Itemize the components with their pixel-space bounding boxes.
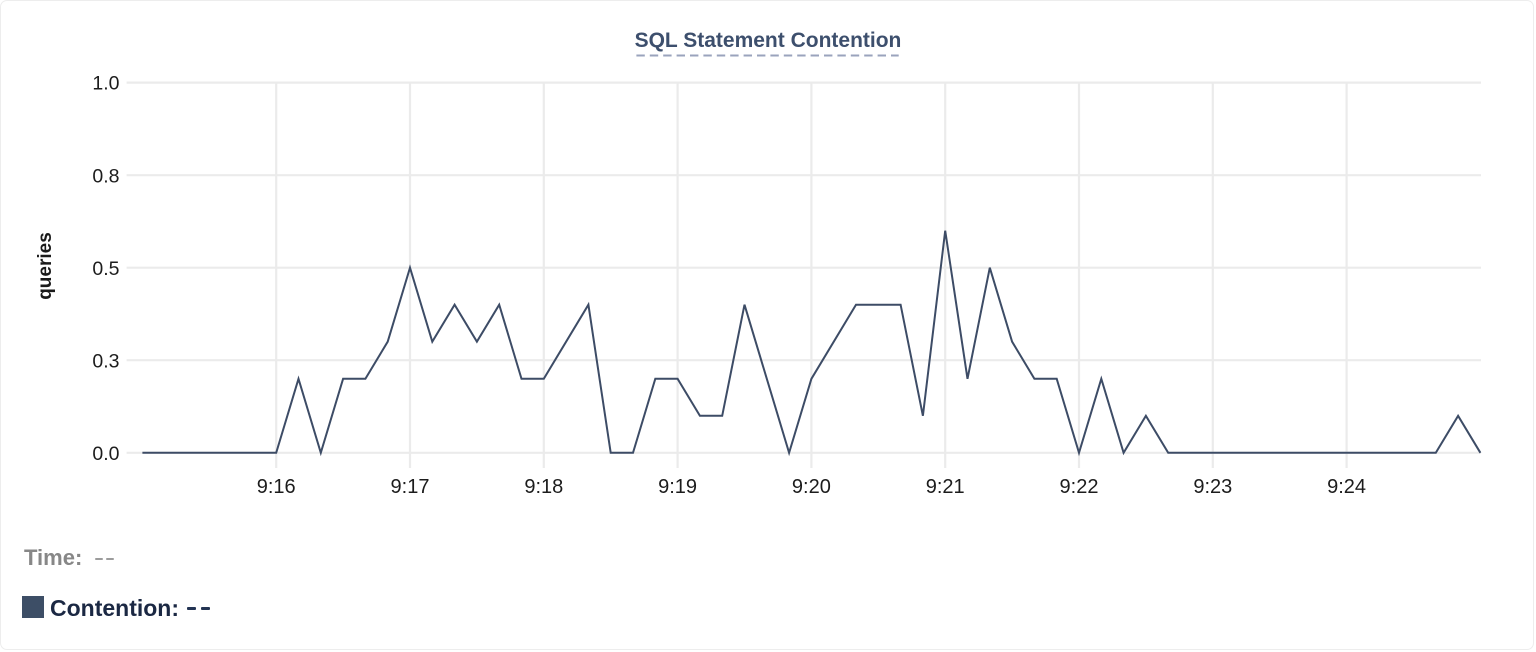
svg-text:9:22: 9:22	[1060, 476, 1099, 498]
svg-text:9:21: 9:21	[926, 476, 965, 498]
svg-text:9:17: 9:17	[391, 476, 430, 498]
svg-text:0.0: 0.0	[92, 443, 119, 465]
svg-text:9:18: 9:18	[524, 476, 563, 498]
svg-text:1.0: 1.0	[92, 73, 119, 95]
svg-text:9:24: 9:24	[1327, 476, 1366, 498]
svg-text:0.3: 0.3	[92, 350, 119, 372]
svg-text:0.5: 0.5	[92, 258, 119, 280]
svg-text:9:19: 9:19	[658, 476, 697, 498]
svg-text:9:20: 9:20	[792, 476, 831, 498]
svg-text:9:16: 9:16	[257, 476, 296, 498]
svg-text:0.8: 0.8	[92, 165, 119, 187]
svg-text:9:23: 9:23	[1193, 476, 1232, 498]
